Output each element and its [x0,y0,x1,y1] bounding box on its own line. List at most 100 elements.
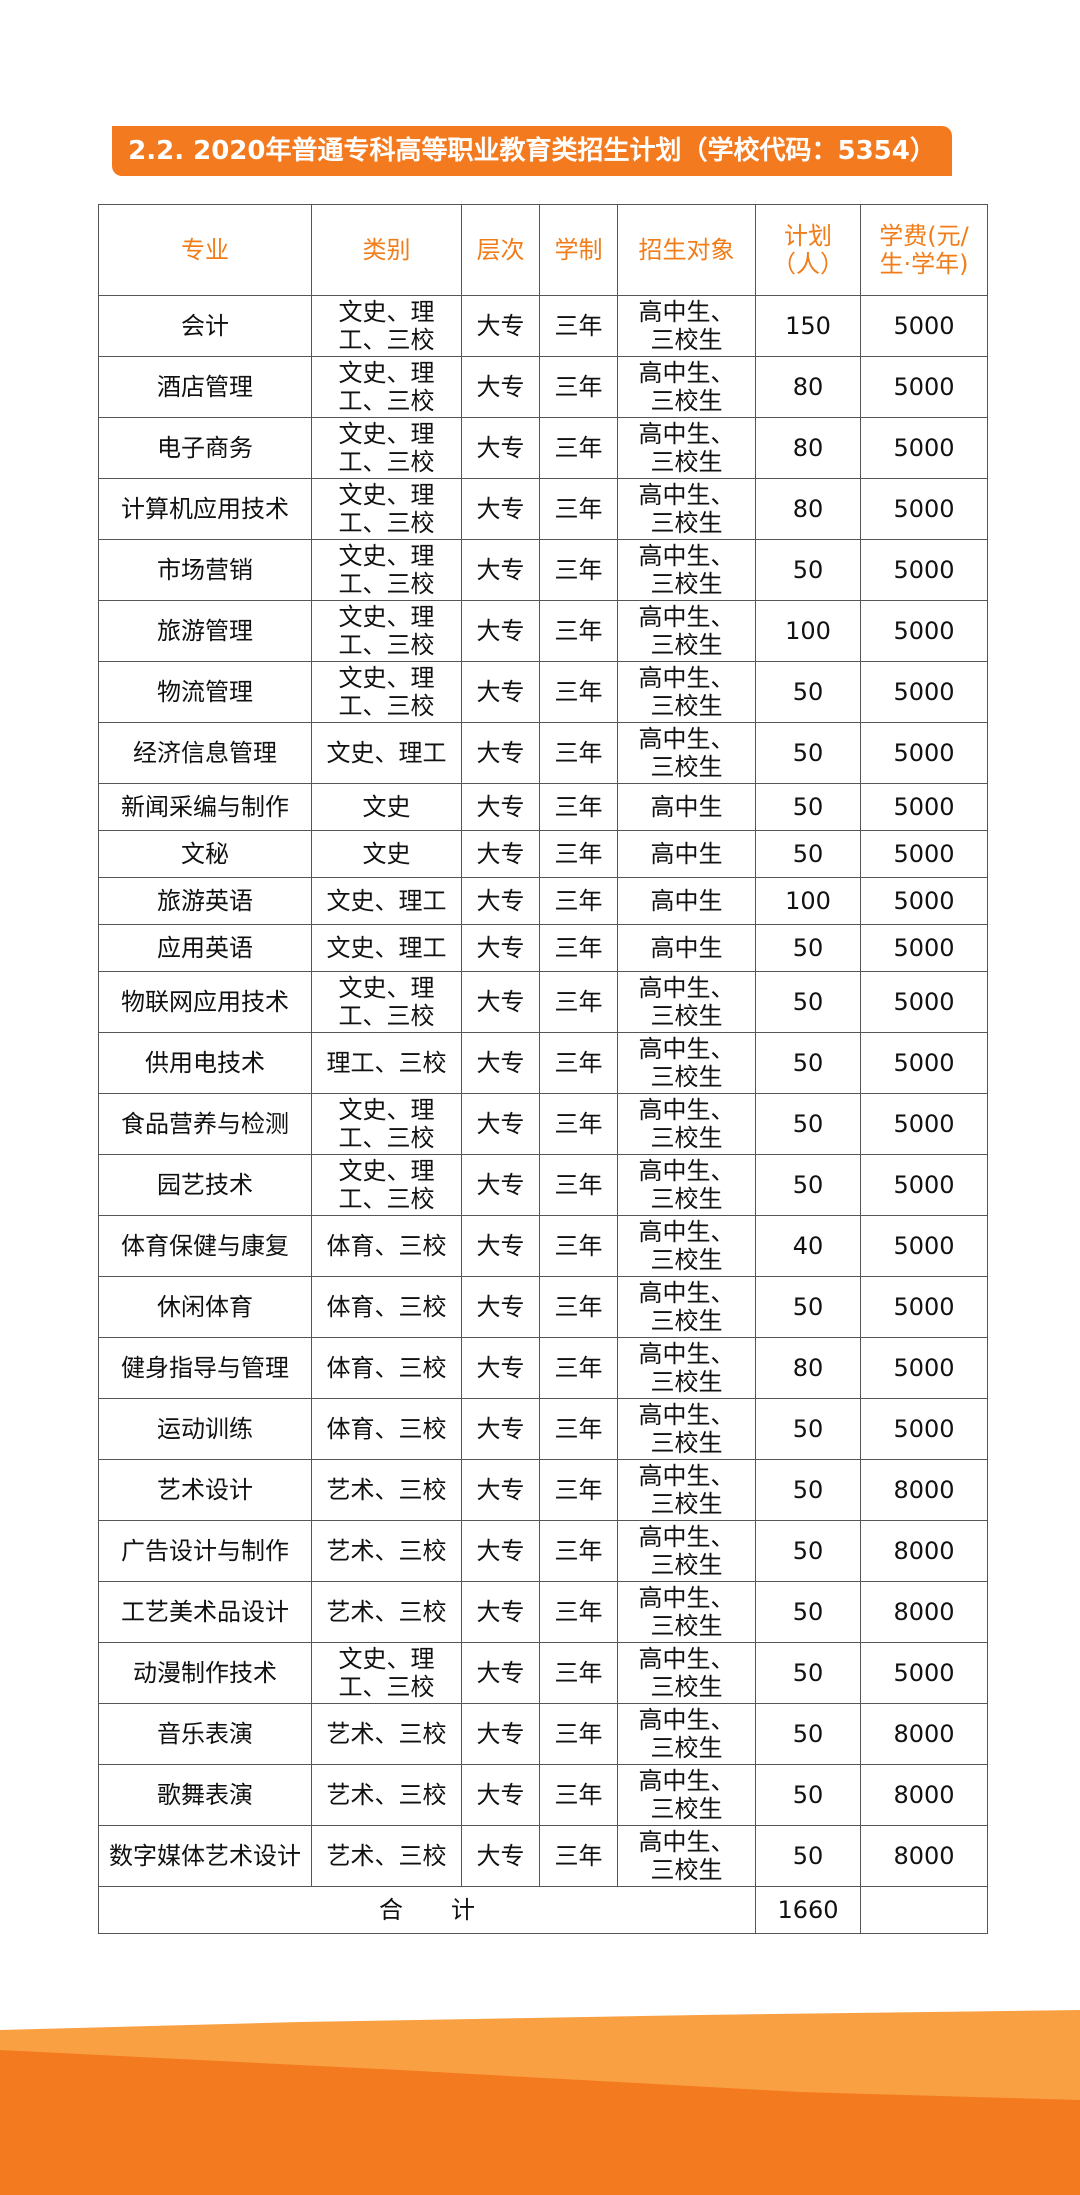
header-cell: 专业 [98,204,312,296]
table-row: 物联网应用技术 文史、理工、三校 大专 三年 高中生、三校生 50 5000 [98,971,988,1033]
table-cell: 三年 [539,478,618,540]
table-row: 歌舞表演 艺术、三校 大专 三年 高中生、三校生 50 8000 [98,1764,988,1826]
table-cell: 艺术、三校 [311,1581,462,1643]
table-row: 健身指导与管理 体育、三校 大专 三年 高中生、三校生 80 5000 [98,1337,988,1399]
table-cell: 艺术、三校 [311,1703,462,1765]
table-cell: 高中生、三校生 [617,417,756,479]
table-cell: 5000 [860,295,988,357]
table-cell: 高中生、三校生 [617,1154,756,1216]
table-cell: 8000 [860,1581,988,1643]
header-cell: 计划（人） [755,204,861,296]
table-cell: 大专 [461,1520,540,1582]
table-cell: 工艺美术品设计 [98,1581,312,1643]
table-cell: 大专 [461,1825,540,1887]
table-cell: 文史、理工 [311,877,462,925]
table-cell: 5000 [860,1215,988,1277]
table-cell: 文史、理工、三校 [311,1093,462,1155]
table-row: 旅游管理 文史、理工、三校 大专 三年 高中生、三校生 100 5000 [98,600,988,662]
table-cell: 文史、理工、三校 [311,1642,462,1704]
table-cell: 三年 [539,1764,618,1826]
table-row: 应用英语 文史、理工 大专 三年 高中生 50 5000 [98,924,988,972]
title: 2.2. 2020年普通专科高等职业教育类招生计划（学校代码：5354） [112,126,952,176]
table-cell: 三年 [539,1825,618,1887]
table-cell: 文史、理工、三校 [311,478,462,540]
table-cell: 三年 [539,1520,618,1582]
table-cell: 5000 [860,722,988,784]
table-cell: 体育保健与康复 [98,1215,312,1277]
table-cell: 50 [755,1581,861,1643]
table-row: 运动训练 体育、三校 大专 三年 高中生、三校生 50 5000 [98,1398,988,1460]
table-cell: 5000 [860,478,988,540]
table-cell: 大专 [461,1642,540,1704]
table-cell: 50 [755,1154,861,1216]
table-cell: 高中生、三校生 [617,1703,756,1765]
table-cell: 高中生、三校生 [617,478,756,540]
table-cell: 理工、三校 [311,1032,462,1094]
table-cell: 艺术、三校 [311,1764,462,1826]
table-cell: 文史、理工 [311,722,462,784]
table-cell: 80 [755,1337,861,1399]
table-cell: 体育、三校 [311,1337,462,1399]
table-cell: 食品营养与检测 [98,1093,312,1155]
table-row: 艺术设计 艺术、三校 大专 三年 高中生、三校生 50 8000 [98,1459,988,1521]
table-cell: 三年 [539,1398,618,1460]
table-row: 文秘 文史 大专 三年 高中生 50 5000 [98,830,988,878]
table-cell: 三年 [539,661,618,723]
table-cell: 大专 [461,1337,540,1399]
table-cell: 体育、三校 [311,1398,462,1460]
table-cell: 50 [755,1032,861,1094]
table-cell: 50 [755,1093,861,1155]
total-row: 合 计 1660 [98,1886,988,1934]
table-cell: 5000 [860,1642,988,1704]
table-cell: 8000 [860,1520,988,1582]
header-cell: 层次 [461,204,540,296]
table-cell: 80 [755,356,861,418]
table-cell: 文史、理工、三校 [311,417,462,479]
table-cell: 大专 [461,783,540,831]
table-cell: 大专 [461,1764,540,1826]
table-cell: 大专 [461,830,540,878]
table-cell: 5000 [860,783,988,831]
table-cell: 8000 [860,1703,988,1765]
table-cell: 大专 [461,1703,540,1765]
table-cell: 大专 [461,478,540,540]
table-row: 供用电技术 理工、三校 大专 三年 高中生、三校生 50 5000 [98,1032,988,1094]
table-cell: 50 [755,924,861,972]
table-cell: 大专 [461,1093,540,1155]
table-cell: 高中生、三校生 [617,1276,756,1338]
table-row: 旅游英语 文史、理工 大专 三年 高中生 100 5000 [98,877,988,925]
table-cell: 电子商务 [98,417,312,479]
table-cell: 大专 [461,600,540,662]
table-cell: 50 [755,1764,861,1826]
table-cell: 三年 [539,1703,618,1765]
table-cell: 高中生、三校生 [617,1093,756,1155]
table-cell: 大专 [461,1276,540,1338]
table-row: 数字媒体艺术设计 艺术、三校 大专 三年 高中生、三校生 50 8000 [98,1825,988,1887]
table-cell: 5000 [860,1337,988,1399]
table-cell: 高中生、三校生 [617,1032,756,1094]
table-cell: 5000 [860,1154,988,1216]
table-cell: 三年 [539,971,618,1033]
table-cell: 数字媒体艺术设计 [98,1825,312,1887]
table-cell: 文史、理工、三校 [311,295,462,357]
table-cell: 高中生、三校生 [617,1398,756,1460]
table-cell: 计算机应用技术 [98,478,312,540]
table-cell: 三年 [539,924,618,972]
table-cell: 三年 [539,295,618,357]
table-cell: 8000 [860,1764,988,1826]
table-cell: 高中生、三校生 [617,1764,756,1826]
table-cell: 三年 [539,1215,618,1277]
table-cell: 三年 [539,1581,618,1643]
table-cell: 休闲体育 [98,1276,312,1338]
table-cell: 歌舞表演 [98,1764,312,1826]
table-cell: 5000 [860,1276,988,1338]
table-cell: 艺术、三校 [311,1459,462,1521]
table-cell: 5000 [860,971,988,1033]
table-cell: 音乐表演 [98,1703,312,1765]
table-cell: 艺术设计 [98,1459,312,1521]
table-cell: 文史、理工、三校 [311,661,462,723]
table-cell: 高中生、三校生 [617,356,756,418]
table-cell: 文史、理工、三校 [311,971,462,1033]
table-cell: 50 [755,1703,861,1765]
